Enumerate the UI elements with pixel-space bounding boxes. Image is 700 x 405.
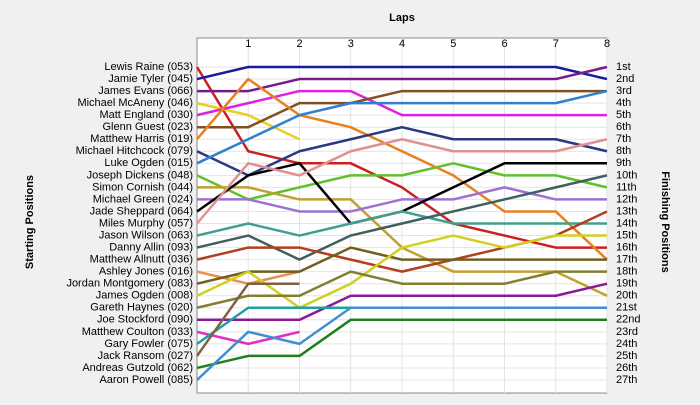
- finishing-label: 2nd: [616, 73, 634, 85]
- finishing-label: 27th: [616, 374, 637, 386]
- driver-line: [197, 65, 608, 93]
- starting-label: Jack Ransom (027): [98, 350, 193, 362]
- finishing-label: 5th: [616, 109, 631, 121]
- driver-line: [196, 162, 608, 201]
- starting-label: James Ogden (008): [96, 290, 193, 302]
- finishing-label: 22nd: [616, 314, 640, 326]
- finishing-label: 11th: [616, 181, 637, 193]
- starting-label: Gareth Haynes (020): [90, 302, 193, 314]
- x-tick-label: 8: [604, 38, 610, 50]
- driver-line: [196, 246, 607, 285]
- finishing-label: 26th: [616, 362, 637, 374]
- starting-label: Matthew Harris (019): [90, 133, 193, 145]
- driver-line: [197, 186, 607, 213]
- finishing-label: 19th: [616, 278, 637, 290]
- x-tick-label: 3: [348, 38, 354, 50]
- driver-line: [196, 89, 608, 165]
- finishing-label: 18th: [616, 266, 637, 278]
- driver-line: [196, 174, 608, 261]
- driver-line: [196, 137, 608, 225]
- driver-line: [196, 270, 607, 309]
- starting-label: Lewis Raine (053): [104, 61, 193, 73]
- starting-label: Luke Ogden (015): [104, 157, 193, 169]
- driver-line: [196, 89, 607, 117]
- starting-label: Jason Wilson (063): [99, 229, 193, 241]
- driver-line: [197, 89, 607, 129]
- y-axis-label: Starting Positions: [24, 175, 36, 269]
- starting-label: James Evans (066): [98, 85, 193, 97]
- finishing-label: 1st: [616, 61, 631, 73]
- driver-line: [195, 282, 300, 357]
- starting-label: Aaron Powell (085): [99, 374, 193, 386]
- driver-line: [196, 330, 300, 346]
- driver-line: [196, 318, 607, 370]
- finishing-label: 15th: [616, 229, 637, 241]
- finishing-label: 23rd: [616, 326, 638, 338]
- finishing-label: 12th: [616, 193, 637, 205]
- starting-label: Michael Green (024): [93, 193, 193, 205]
- finishing-label: 20th: [616, 290, 637, 302]
- x-tick-label: 6: [501, 38, 507, 50]
- y2-axis-label: Finishing Positions: [659, 171, 671, 272]
- driver-line: [197, 282, 608, 322]
- starting-label: Jamie Tyler (045): [108, 73, 193, 85]
- starting-label: Michael McAneny (046): [77, 97, 193, 109]
- starting-label: Matthew Coulton (033): [82, 326, 193, 338]
- starting-label: Glenn Guest (023): [103, 121, 194, 133]
- finishing-label: 13th: [616, 205, 637, 217]
- driver-line: [195, 66, 607, 249]
- finishing-label: 9th: [616, 157, 631, 169]
- starting-label: Joseph Dickens (048): [87, 169, 193, 181]
- finishing-label: 7th: [616, 133, 631, 145]
- driver-line: [196, 101, 301, 141]
- x-tick-label: 2: [296, 38, 302, 50]
- starting-label: Jordan Montgomery (083): [66, 278, 193, 290]
- finishing-label: 6th: [616, 121, 631, 133]
- starting-label: Andreas Gutzold (062): [82, 362, 193, 374]
- finishing-label: 14th: [616, 217, 637, 229]
- starting-label: Danny Allin (093): [109, 241, 193, 253]
- starting-label: Jade Sheppard (064): [90, 205, 193, 217]
- x-tick-label: 4: [399, 38, 405, 50]
- finishing-label: 17th: [616, 254, 637, 266]
- x-tick-label: 5: [450, 38, 456, 50]
- starting-label: Ashley Jones (016): [99, 266, 193, 278]
- starting-label: Simon Cornish (044): [92, 181, 193, 193]
- finishing-label: 21st: [616, 302, 637, 314]
- starting-label: Matt England (030): [99, 109, 193, 121]
- chart-title: Laps: [389, 12, 415, 24]
- starting-label: Miles Murphy (057): [99, 217, 193, 229]
- x-tick-label: 7: [553, 38, 559, 50]
- finishing-label: 4th: [616, 97, 631, 109]
- starting-label: Michael Hitchcock (079): [76, 145, 193, 157]
- finishing-label: 24th: [616, 338, 637, 350]
- x-tick-label: 1: [245, 38, 251, 50]
- driver-line: [196, 210, 607, 237]
- finishing-label: 3rd: [616, 85, 632, 97]
- finishing-label: 16th: [616, 241, 637, 253]
- starting-label: Matthew Allnutt (036): [90, 254, 193, 266]
- finishing-label: 25th: [616, 350, 637, 362]
- driver-line: [196, 77, 608, 261]
- driver-line: [196, 306, 607, 381]
- starting-label: Gary Fowler (075): [104, 338, 193, 350]
- finishing-label: 10th: [616, 169, 637, 181]
- driver-line: [196, 65, 608, 81]
- starting-label: Joe Stockford (090): [97, 314, 193, 326]
- finishing-label: 8th: [616, 145, 631, 157]
